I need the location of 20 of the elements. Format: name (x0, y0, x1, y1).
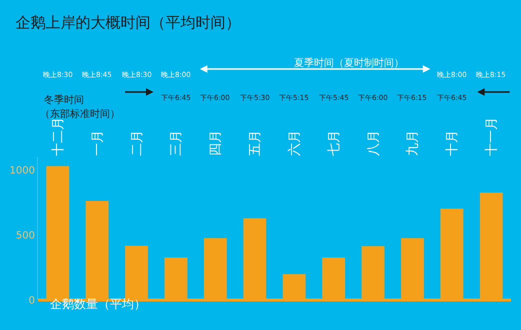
y-tick-label: 0 (28, 296, 35, 306)
x-tick-label: 三月 (169, 130, 184, 156)
x-tick-label: 十月 (445, 130, 460, 156)
x-tick-label: 四月 (208, 130, 224, 156)
x-tick-label: 五月 (248, 130, 264, 156)
x-tick-label: 六月 (287, 130, 302, 156)
x-tick-label: 九月 (406, 130, 421, 156)
x-tick-label: 十二月 (50, 117, 66, 156)
x-tick-label: 一月 (90, 130, 106, 156)
x-tick-label: 八月 (366, 130, 382, 156)
x-axis-title: 企鹅数量（平均） (50, 297, 146, 311)
chart-title: 企鹅上岸的大概时间（平均时间） (16, 13, 241, 32)
y-tick-label: 1000 (10, 166, 35, 176)
x-tick-label: 七月 (326, 130, 342, 156)
y-tick-label: 500 (16, 230, 35, 242)
x-tick-label: 十一月 (484, 117, 500, 156)
x-tick-label: 二月 (130, 130, 145, 156)
text: （东部标准时间） (40, 108, 120, 120)
text: 夏季时间（夏时制时间） (294, 57, 404, 69)
text: 冬季时间 (44, 94, 84, 106)
